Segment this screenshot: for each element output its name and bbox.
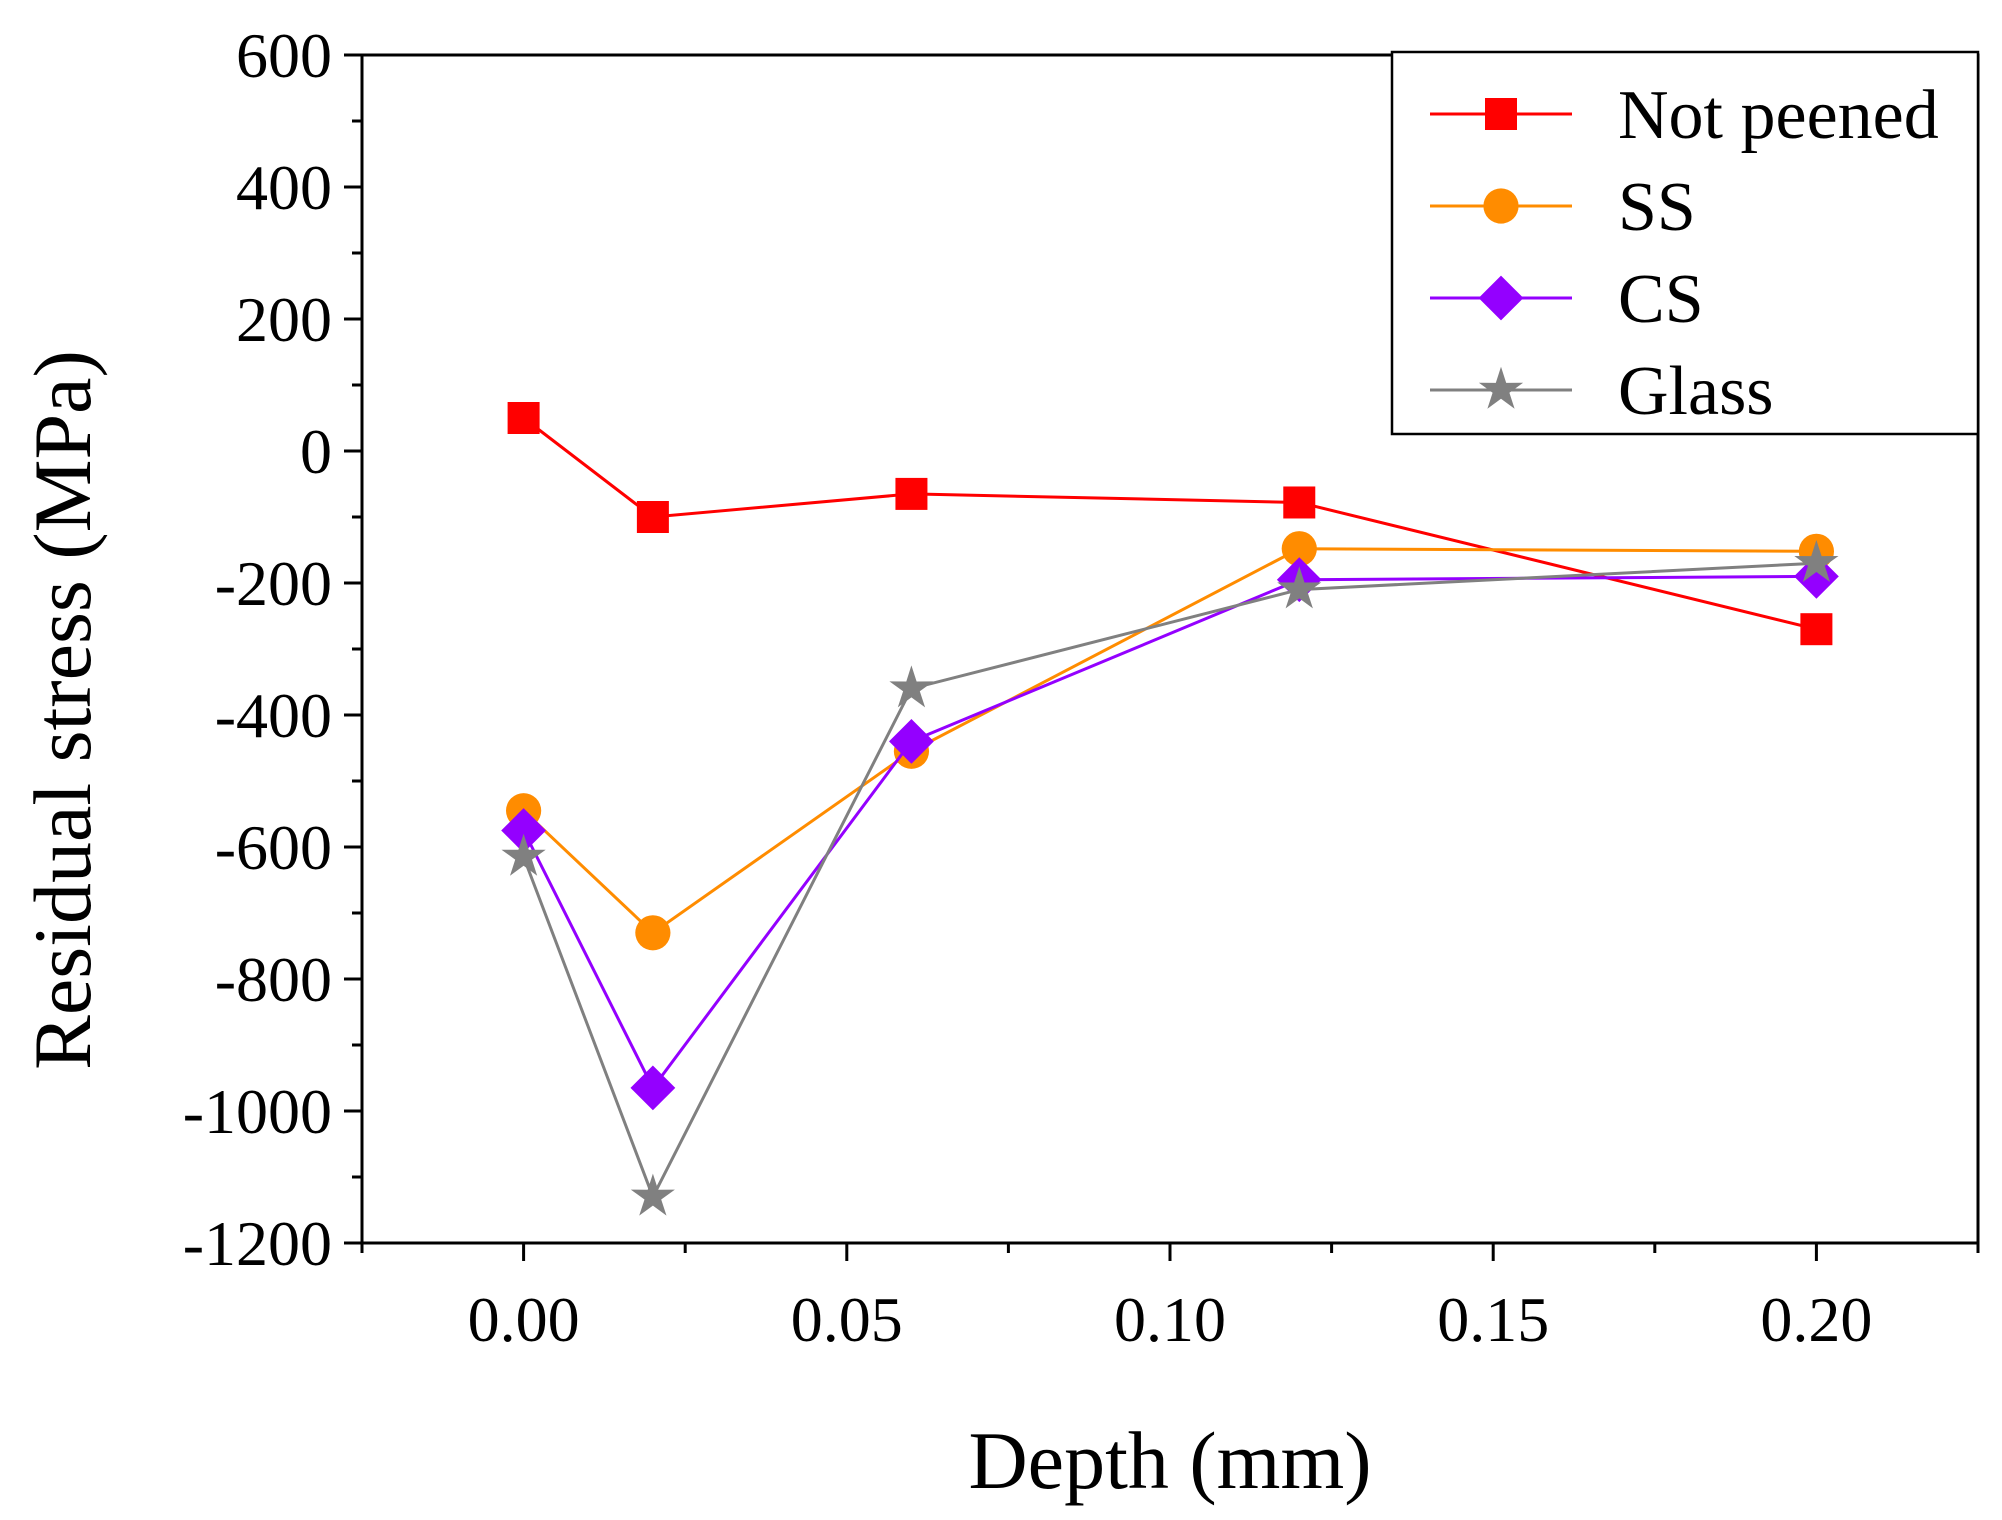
y-tick-label: 400	[236, 152, 332, 223]
data-point	[630, 1173, 675, 1216]
x-tick-label: 0.15	[1437, 1284, 1549, 1355]
series-line	[522, 574, 1817, 1091]
data-point	[895, 477, 928, 510]
y-tick-label: -1000	[183, 1076, 332, 1147]
y-tick-label: -200	[215, 548, 332, 619]
y-tick-label: -1200	[183, 1208, 332, 1279]
data-point	[1794, 554, 1839, 599]
data-point	[1794, 540, 1839, 582]
x-tick-label: 0.00	[468, 1284, 580, 1355]
x-tick-label: 0.10	[1114, 1284, 1226, 1355]
legend: Not peened SS CS Glass	[1390, 50, 1980, 436]
legend-label: Glass	[1618, 353, 1774, 430]
series-line	[522, 416, 1817, 631]
y-tick-label: -600	[215, 812, 332, 883]
data-point	[889, 665, 934, 708]
circle-marker	[1483, 188, 1519, 224]
legend-item: Glass	[1430, 353, 1774, 430]
legend-label: SS	[1618, 169, 1696, 246]
data-point	[501, 808, 546, 853]
diamond-marker	[1478, 275, 1524, 321]
axes: -1200 -1000 -800 -600 -400 -200 0 200 400 600 0.00…	[183, 20, 1980, 1355]
legend-label: Not peened	[1618, 77, 1939, 154]
series-glass	[501, 540, 1839, 1216]
y-tick-label: 0	[300, 416, 332, 487]
data-point	[636, 501, 669, 533]
data-point	[501, 833, 546, 876]
data-point	[1281, 531, 1317, 567]
series-not-peened	[507, 402, 1833, 646]
data-point	[630, 1065, 676, 1111]
x-tick-label: 0.20	[1760, 1284, 1872, 1355]
data-point	[1277, 566, 1322, 609]
x-tick-label: 0.05	[791, 1284, 903, 1355]
y-tick-label: -400	[215, 680, 332, 751]
square-marker	[1485, 98, 1517, 130]
y-axis-title: Residual stress (MPa)	[17, 350, 108, 1070]
data-point	[1800, 613, 1833, 646]
data-point	[1283, 486, 1316, 519]
y-tick-label: 200	[236, 284, 332, 355]
legend-item: CS	[1430, 261, 1704, 338]
series-cs	[501, 554, 1839, 1111]
series-line	[522, 547, 1817, 935]
legend-label: CS	[1618, 261, 1704, 338]
y-tick-label: -800	[215, 944, 332, 1015]
legend-item: SS	[1430, 169, 1696, 246]
data-point	[635, 915, 671, 951]
star-marker	[1478, 366, 1524, 409]
data-point	[889, 719, 934, 764]
series-layer	[501, 402, 1839, 1216]
series-ss	[505, 531, 1834, 951]
x-axis-title: Depth (mm)	[968, 1415, 1371, 1506]
legend-item: Not peened	[1430, 77, 1939, 154]
series-line	[522, 561, 1817, 1201]
data-point	[507, 402, 540, 434]
y-tick-label: 600	[236, 20, 332, 91]
